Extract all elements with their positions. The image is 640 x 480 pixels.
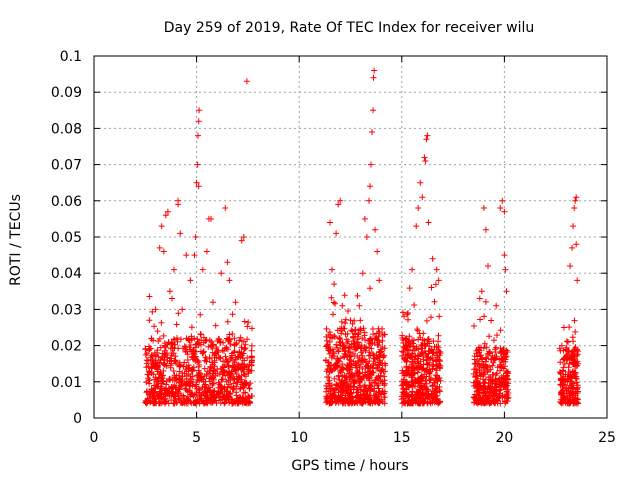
- y-tick-label: 0.05: [51, 230, 82, 246]
- y-tick-label: 0.02: [51, 339, 82, 355]
- axis-ticks: 0 5 10 15 20 25 0 0.01 0.02 0.03 0.04 0.05 0.06 0.07 0…: [51, 49, 616, 446]
- x-tick-label: 15: [393, 430, 411, 446]
- roti-marker-series: [142, 67, 582, 407]
- y-axis-label: ROTI / TECUs: [8, 194, 24, 286]
- y-tick-label: 0.06: [51, 194, 82, 210]
- x-tick-label: 0: [90, 430, 99, 446]
- x-axis-label: GPS time / hours: [291, 458, 408, 474]
- x-tick-label: 20: [495, 430, 513, 446]
- y-tick-label: 0: [73, 411, 82, 427]
- y-tick-label: 0.1: [60, 49, 82, 65]
- y-tick-label: 0.04: [51, 266, 82, 282]
- y-tick-label: 0.09: [51, 85, 82, 101]
- x-tick-label: 25: [598, 430, 616, 446]
- y-tick-label: 0.08: [51, 121, 82, 137]
- y-tick-label: 0.07: [51, 158, 82, 174]
- x-tick-label: 5: [192, 430, 201, 446]
- chart-title: Day 259 of 2019, Rate Of TEC Index for r…: [164, 20, 534, 36]
- data-points: [142, 67, 582, 407]
- plot-frame: [93, 55, 608, 419]
- y-tick-label: 0.03: [51, 302, 82, 318]
- y-tick-label: 0.01: [51, 375, 82, 391]
- x-tick-label: 10: [290, 430, 308, 446]
